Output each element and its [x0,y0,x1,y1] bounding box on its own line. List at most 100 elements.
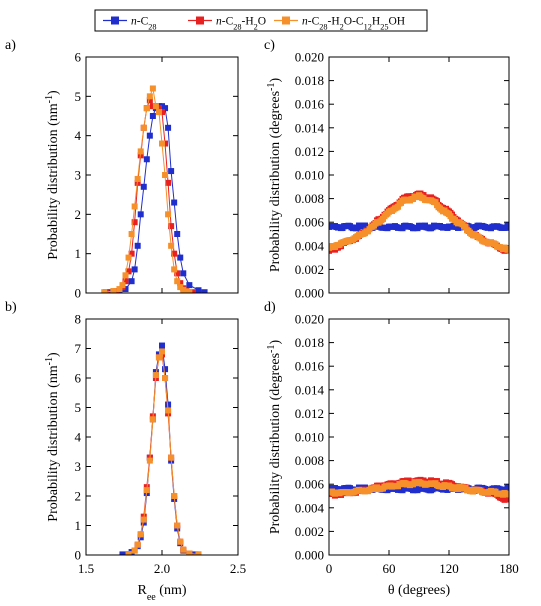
y-tick-label: 0.018 [295,73,324,88]
data-point [146,132,153,139]
x-axis-label: Ree (nm) [137,583,186,603]
data-point [159,348,165,355]
y-axis-label-part: Probability distribution (nm [46,365,61,521]
legend-label-1-part: -H [242,16,254,28]
data-point [134,242,141,249]
y-tick-label: 0 [75,548,82,563]
data-point [116,286,123,293]
x-axis-label-part: R [137,583,147,598]
data-point [195,551,202,555]
y-axis-label-part: -1 [266,345,277,353]
data-point [137,531,144,538]
panel-a: a) 0 1 2 3 4 5 6 Probability distribution (nm-1) [5,38,239,301]
y-tick-label: 8 [75,312,82,327]
y-tick-label: 0.012 [295,144,324,159]
series-0 [119,342,199,555]
data-point [131,266,138,273]
panel-c: c) 0.000 0.002 0.004 0.006 0.008 0.010 0.012 0.0… [264,38,510,301]
y-axis-label-part: -1 [44,357,55,365]
data-point [168,242,175,249]
data-point [146,97,153,104]
y-axis-label: Probability distribution (nm-1) [44,90,62,260]
y-tick-label: 0.000 [295,286,324,301]
legend-marker [282,16,290,25]
legend-box [94,9,428,32]
data-point [162,375,169,381]
data-point [128,250,135,257]
data-point [186,282,193,289]
data-point [159,109,165,116]
x-axis-label-part: θ (degrees) [388,583,451,598]
data-point [192,551,199,555]
data-point [171,250,178,257]
y-tick-label: 0.008 [295,453,324,468]
data-point [177,254,184,261]
data-point [168,168,175,175]
series-2 [101,85,193,293]
data-point [174,270,181,277]
y-tick-label: 0.014 [295,120,325,135]
y-tick-label: 0.020 [295,312,324,327]
data-point [189,289,196,293]
y-tick-label: 0.014 [295,382,325,397]
data-point [155,354,162,361]
y-tick-label: 1 [75,518,82,533]
data-point [110,288,117,293]
y-tick-label: 0.004 [295,238,325,253]
data-point [177,280,184,287]
plot-area [101,85,208,293]
y-axis-label-part: ) [46,352,61,357]
y-tick-label: 0.010 [295,168,324,183]
legend-label-1: n-C28-H2O [216,16,266,32]
y-tick-label: 0.006 [295,215,325,230]
legend-marker [196,16,204,25]
legend-label-2-part: 25 [380,22,388,31]
data-point [506,246,509,253]
x-tick-label: 2.0 [154,561,170,576]
legend-label-2-part: n [302,16,308,28]
plot-area [119,342,202,555]
legend-label-1-part: 28 [233,22,241,31]
data-point [168,454,175,461]
series-2 [329,478,509,498]
y-tick-label: 0.010 [295,430,324,445]
legend-label-0-part: -C [137,16,149,28]
data-point [506,496,509,503]
axes-frame [85,318,239,556]
y-axis-label-part: ) [268,340,283,345]
panel-b: b) 0 1 2 3 4 5 6 7 8 1.5 2.0 2.5 Probability distribu… [5,300,246,603]
data-point [143,487,150,494]
y-tick-label: 0.018 [295,335,324,350]
legend-label-1-part: 2 [254,22,258,31]
data-point [201,289,208,293]
y-axis-label: Probability distribution (nm-1) [44,352,62,522]
data-point [122,278,129,285]
y-axis-label: Probability distribution (degrees-1) [266,340,284,535]
y-tick-label: 3 [75,459,82,474]
data-point [149,416,156,423]
y-tick-label: 6 [75,50,82,65]
data-point [131,547,138,554]
data-point [162,105,169,112]
data-point [152,103,159,110]
data-point [165,124,172,131]
y-tick-label: 5 [75,89,82,104]
legend-label-1-part: O [258,16,266,28]
data-point [125,268,132,275]
x-tick-label: 120 [439,561,459,576]
data-point [143,156,150,163]
x-tick-label: 60 [383,561,396,576]
y-axis-label-part: -1 [44,95,55,103]
data-point [195,287,202,293]
y-tick-label: 5 [75,400,82,415]
y-tick-label: 4 [75,430,82,445]
panel-label: c) [264,38,275,53]
x-axis-label: θ (degrees) [388,583,451,598]
x-axis-label-part: (nm) [156,583,187,598]
data-point [128,231,135,237]
series-line [122,345,196,555]
data-point [137,211,144,218]
data-point [122,286,129,293]
y-tick-label: 3 [75,168,82,183]
data-point [165,211,172,218]
